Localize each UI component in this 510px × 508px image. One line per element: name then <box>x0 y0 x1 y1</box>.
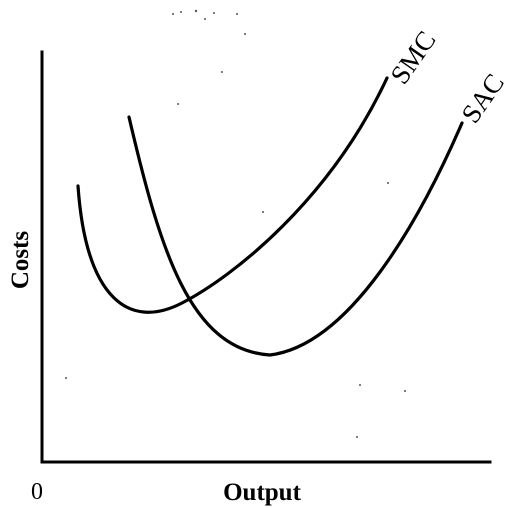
sac-curve <box>127 115 464 357</box>
origin-label: 0 <box>31 479 43 505</box>
scan-specks <box>65 9 406 438</box>
smc-curve-label: SMC <box>384 26 441 90</box>
x-axis-label: Output <box>223 479 301 506</box>
sac-curve-label: SAC <box>455 68 510 128</box>
y-axis-label: Costs <box>7 231 34 290</box>
smc-curve <box>76 76 389 314</box>
